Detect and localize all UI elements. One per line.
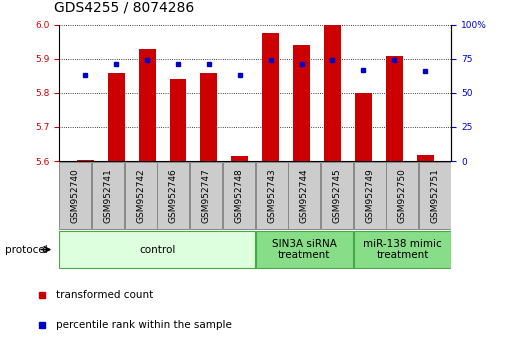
FancyBboxPatch shape: [157, 162, 189, 229]
FancyBboxPatch shape: [353, 231, 451, 268]
Text: GSM952740: GSM952740: [71, 168, 80, 223]
Text: transformed count: transformed count: [56, 290, 153, 300]
Bar: [108, 73, 125, 161]
FancyBboxPatch shape: [288, 162, 320, 229]
Bar: [324, 25, 341, 161]
FancyBboxPatch shape: [190, 162, 222, 229]
Bar: [169, 79, 187, 161]
Bar: [201, 73, 218, 161]
FancyBboxPatch shape: [60, 162, 91, 229]
Text: percentile rank within the sample: percentile rank within the sample: [56, 320, 232, 330]
FancyBboxPatch shape: [223, 162, 255, 229]
FancyBboxPatch shape: [255, 231, 353, 268]
Text: GSM952751: GSM952751: [430, 168, 440, 223]
Text: GDS4255 / 8074286: GDS4255 / 8074286: [54, 0, 194, 14]
Text: GSM952743: GSM952743: [267, 168, 276, 223]
Text: GSM952745: GSM952745: [332, 168, 342, 223]
Text: GSM952749: GSM952749: [365, 168, 374, 223]
Bar: [386, 56, 403, 161]
Text: GSM952747: GSM952747: [202, 168, 211, 223]
Bar: [355, 93, 372, 161]
Text: GSM952742: GSM952742: [136, 168, 145, 223]
Text: miR-138 mimic
treatment: miR-138 mimic treatment: [363, 239, 442, 261]
FancyBboxPatch shape: [386, 162, 419, 229]
Bar: [77, 160, 94, 161]
Text: GSM952744: GSM952744: [300, 168, 309, 223]
FancyBboxPatch shape: [353, 162, 386, 229]
FancyBboxPatch shape: [125, 162, 157, 229]
Text: GSM952741: GSM952741: [104, 168, 112, 223]
Bar: [231, 156, 248, 161]
Text: control: control: [139, 245, 175, 255]
Bar: [417, 155, 433, 161]
Bar: [139, 49, 155, 161]
FancyBboxPatch shape: [92, 162, 124, 229]
FancyBboxPatch shape: [255, 162, 288, 229]
FancyBboxPatch shape: [60, 231, 255, 268]
Text: protocol: protocol: [5, 245, 48, 255]
Text: GSM952748: GSM952748: [234, 168, 243, 223]
FancyBboxPatch shape: [321, 162, 353, 229]
Bar: [293, 45, 310, 161]
Text: GSM952750: GSM952750: [398, 168, 407, 223]
Text: SIN3A siRNA
treatment: SIN3A siRNA treatment: [272, 239, 337, 261]
FancyBboxPatch shape: [419, 162, 451, 229]
Text: GSM952746: GSM952746: [169, 168, 178, 223]
Bar: [262, 33, 279, 161]
